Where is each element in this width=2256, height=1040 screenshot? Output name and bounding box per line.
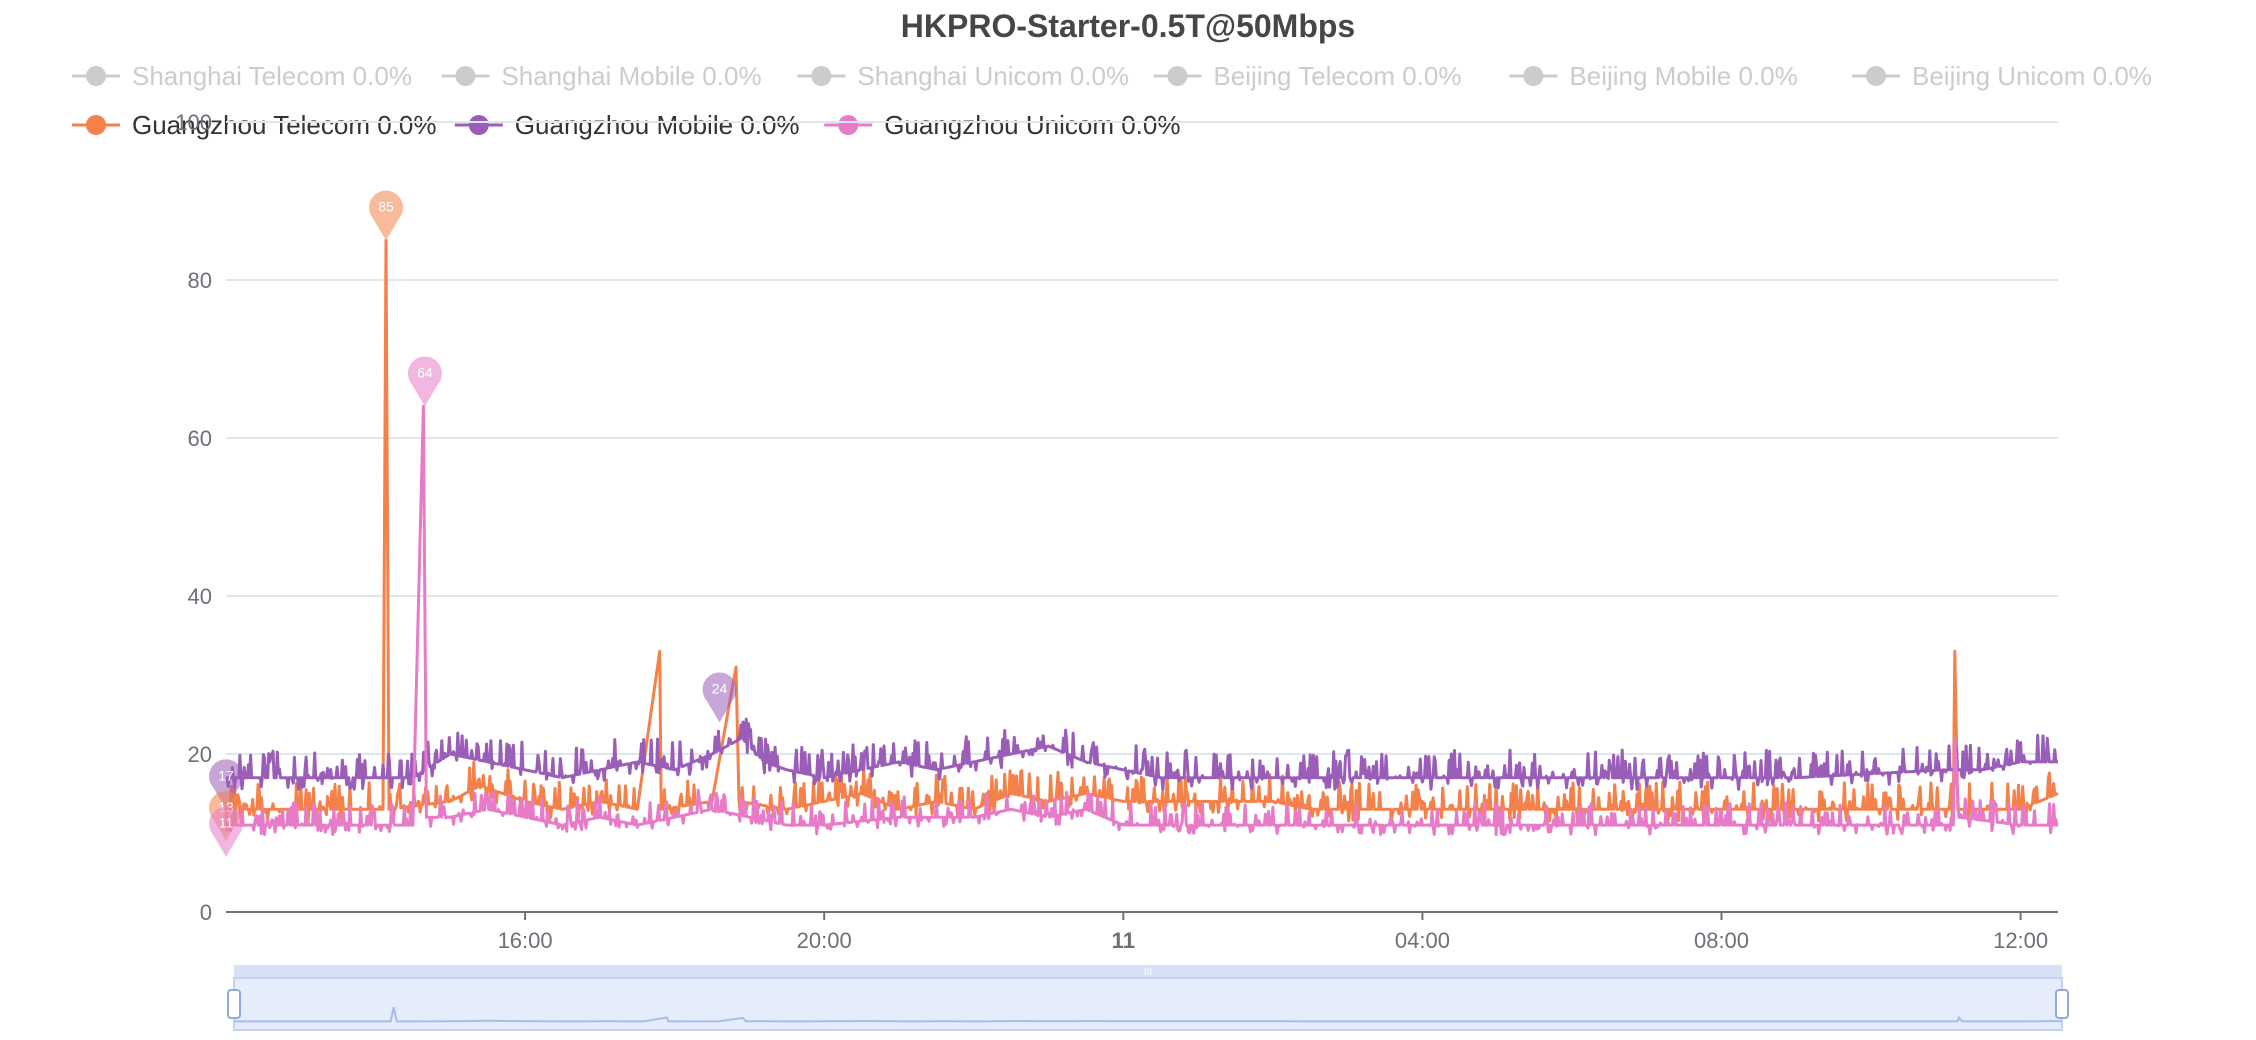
value-marker-pin: 85 [369,190,404,241]
legend-label: Shanghai Mobile 0.0% [501,61,761,91]
legend-label: Guangzhou Mobile 0.0% [515,110,800,140]
legend-swatch-dot [1523,66,1544,86]
marker-label: 64 [417,364,433,380]
x-tick-label: 12:00 [1993,928,2048,953]
legend-item[interactable]: Guangzhou Telecom 0.0% [72,110,437,140]
legend-swatch-dot [1866,66,1886,86]
marker-pin-shape [209,806,243,857]
legend-label: Guangzhou Telecom 0.0% [132,110,437,140]
y-tick-label: 40 [188,584,212,609]
marker-label: 24 [712,680,728,696]
legend-item[interactable]: Beijing Unicom 0.0% [1852,61,2152,91]
data-zoom-slider[interactable]: III [227,965,2069,1031]
legend-item[interactable]: Shanghai Mobile 0.0% [441,61,762,91]
marker-label: 17 [218,767,234,783]
marker-pin-shape [369,190,404,241]
legend-item[interactable]: Beijing Mobile 0.0% [1509,61,1798,91]
y-tick-label: 20 [188,742,212,767]
zoom-drag-handle-label: III [1144,967,1152,978]
x-tick-label: 08:00 [1694,928,1749,953]
y-tick-label: 100 [175,110,212,135]
value-markers: 856424171311 [209,190,737,857]
legend-swatch-dot [86,66,106,86]
series-line [224,404,2059,837]
legend-label: Shanghai Unicom 0.0% [857,61,1129,91]
legend-swatch-dot [468,115,489,135]
marker-label: 11 [219,815,234,831]
zoom-overview-line [234,1006,2063,1023]
legend-swatch-dot [1167,66,1188,86]
grid-lines [226,121,2058,755]
marker-pin-shape [407,356,442,407]
series-line [225,239,2059,823]
series-lines [224,239,2059,837]
y-tick-label: 80 [188,268,212,293]
legend-swatch-dot [86,115,106,135]
zoom-top-bar [234,965,2062,978]
legend: Shanghai Telecom 0.0% Shanghai Mobile 0.0… [72,61,2152,140]
x-tick-label: 11 [1112,928,1135,953]
legend-label: Beijing Telecom 0.0% [1213,61,1461,91]
legend-swatch-dot [838,115,859,135]
y-tick-label: 60 [188,426,212,451]
legend-label: Shanghai Telecom 0.0% [132,61,412,91]
chart-title: HKPRO-Starter-0.5T@50Mbps [901,8,1355,44]
axes: 0 20 40 60 80 100 16:00 20:00 11 04:00 08:00 12:00 [175,110,2058,953]
x-tick-label: 04:00 [1395,928,1450,953]
marker-pin-shape [209,759,243,810]
zoom-left-handle[interactable] [227,989,241,1019]
legend-label: Beijing Unicom 0.0% [1912,61,2152,91]
legend-label: Guangzhou Unicom 0.0% [884,110,1180,140]
value-marker-pin: 24 [702,672,737,723]
value-marker-pin: 11 [209,806,243,857]
value-marker-pin: 17 [209,759,243,810]
series-line [225,717,2059,791]
value-marker-pin: 64 [407,356,442,407]
zoom-right-handle[interactable] [2055,989,2069,1019]
legend-item[interactable]: Beijing Telecom 0.0% [1153,61,1462,91]
legend-item[interactable]: Shanghai Unicom 0.0% [797,61,1129,91]
legend-item[interactable]: Guangzhou Unicom 0.0% [824,110,1180,140]
legend-label: Beijing Mobile 0.0% [1569,61,1797,91]
marker-pin-shape [702,672,737,723]
legend-swatch-dot [811,66,832,86]
marker-label: 85 [378,199,394,215]
legend-item[interactable]: Guangzhou Mobile 0.0% [454,110,800,140]
x-tick-label: 20:00 [797,928,852,953]
legend-swatch-dot [455,66,476,86]
legend-item[interactable]: Shanghai Telecom 0.0% [72,61,412,91]
x-tick-label: 16:00 [498,928,553,953]
y-tick-label: 0 [200,900,212,925]
